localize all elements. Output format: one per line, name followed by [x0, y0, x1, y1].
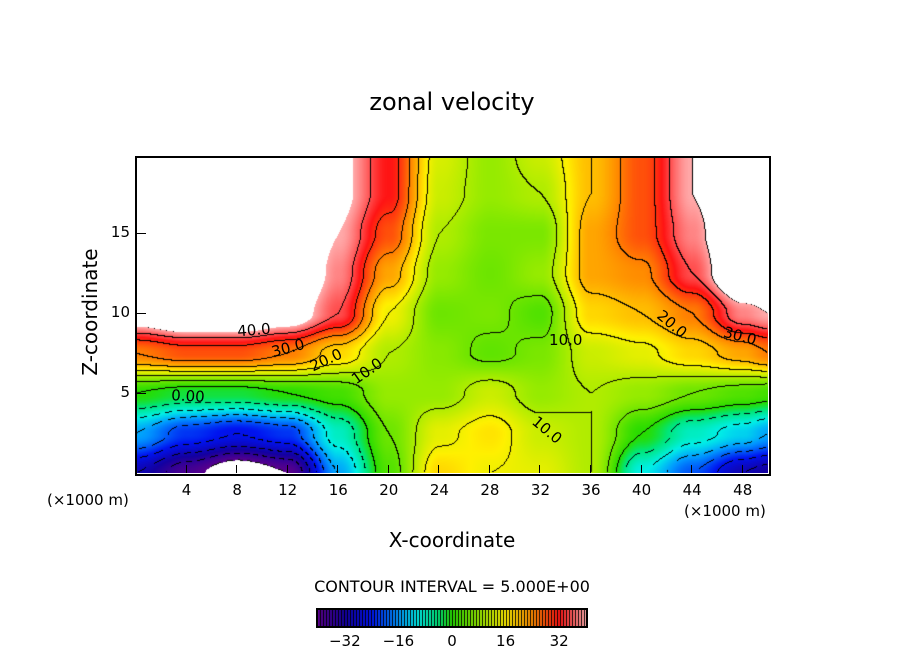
x-tick-label: 32 — [530, 481, 551, 499]
x-tick-label: 28 — [480, 481, 500, 499]
x-tick-label: 20 — [379, 481, 399, 499]
x-tick-mark — [387, 465, 389, 473]
x-tick-mark — [539, 465, 541, 473]
contour-label: 10.0 — [549, 331, 583, 349]
x-tick-mark — [488, 465, 490, 473]
y-tick-label: 15 — [110, 223, 130, 241]
contour-interval-text: CONTOUR INTERVAL = 5.000E+00 — [314, 577, 590, 596]
y-unit-label: (×1000 m) — [47, 491, 129, 509]
x-tick-label: 48 — [733, 481, 753, 499]
x-tick-label: 24 — [429, 481, 449, 499]
x-tick-label: 36 — [581, 481, 601, 499]
colorbar-tick-label: 16 — [496, 632, 516, 650]
x-tick-mark — [337, 465, 339, 473]
y-tick-label: 5 — [120, 383, 130, 401]
y-tick-mark — [136, 313, 146, 314]
x-tick-label: 12 — [278, 481, 298, 499]
y-tick-label: 10 — [110, 303, 130, 321]
contour-label: 0.00 — [170, 386, 205, 406]
x-tick-mark — [286, 465, 288, 473]
y-axis-label: Z-coordinate — [78, 248, 102, 376]
y-tick-mark — [136, 233, 146, 234]
x-unit-label: (×1000 m) — [684, 502, 766, 520]
contour-label: 40.0 — [236, 319, 271, 341]
x-tick-label: 16 — [328, 481, 348, 499]
x-tick-mark — [590, 465, 592, 473]
colorbar-tick-label: 0 — [447, 632, 457, 650]
chart-title: zonal velocity — [369, 88, 535, 116]
x-tick-mark — [438, 465, 440, 473]
x-tick-label: 40 — [632, 481, 652, 499]
colorbar — [316, 608, 588, 628]
colorbar-tick-label: 32 — [549, 632, 569, 650]
x-axis-label: X-coordinate — [388, 528, 516, 552]
x-tick-mark — [185, 465, 187, 473]
y-tick-mark — [136, 393, 146, 394]
x-tick-label: 4 — [181, 481, 192, 499]
x-tick-mark — [691, 465, 693, 473]
x-tick-label: 44 — [682, 481, 702, 499]
x-tick-label: 8 — [232, 481, 242, 499]
colorbar-tick-label: −32 — [328, 632, 361, 650]
colorbar-tick-label: −16 — [382, 632, 415, 650]
plot-frame — [135, 156, 771, 476]
x-tick-mark — [236, 465, 238, 473]
x-tick-mark — [640, 465, 642, 473]
x-tick-mark — [741, 465, 743, 473]
velocity-field — [136, 157, 768, 473]
